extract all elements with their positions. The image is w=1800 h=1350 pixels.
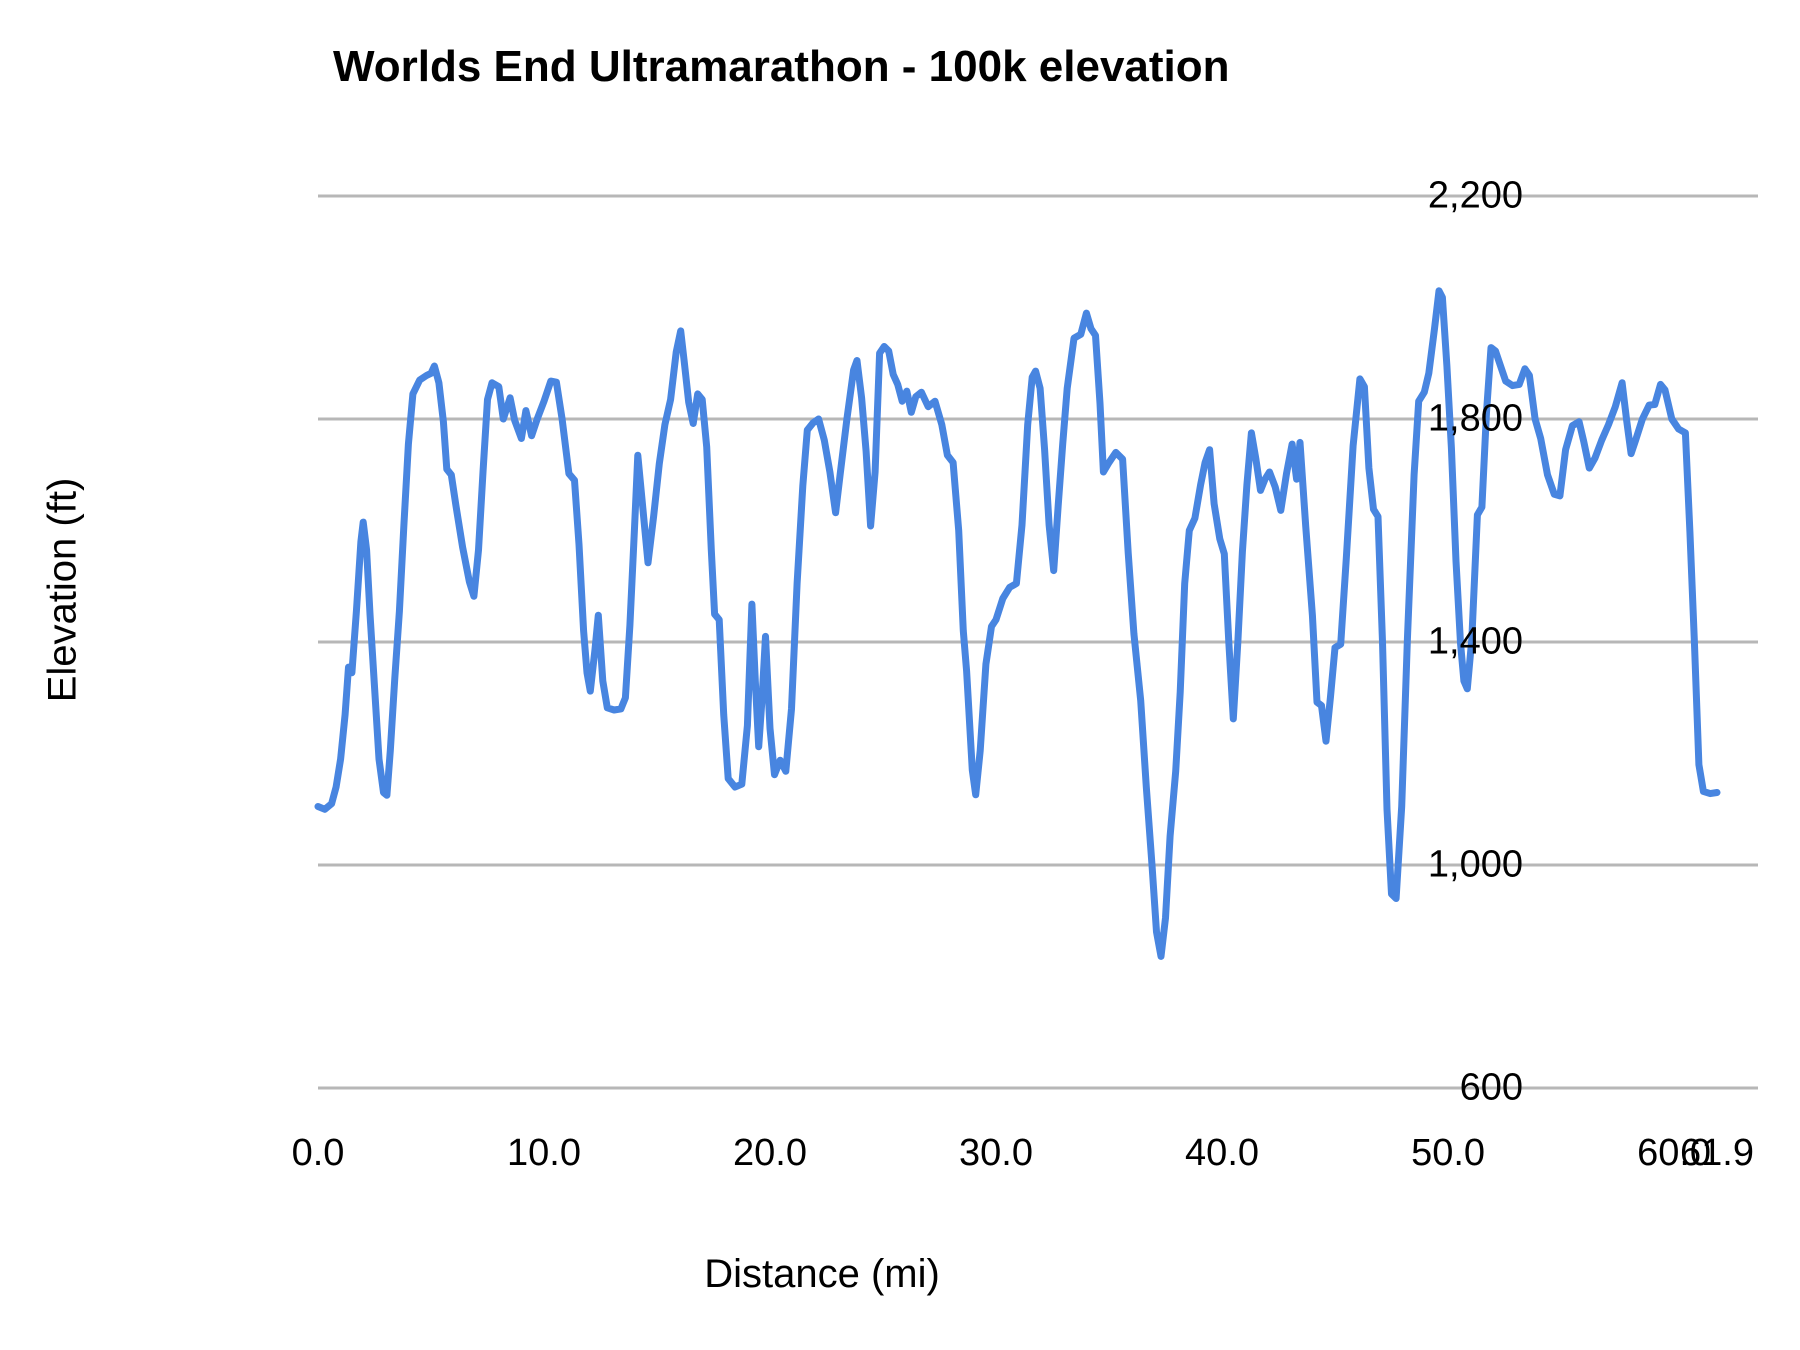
- x-tick-10.0: 10.0: [507, 1132, 581, 1174]
- x-tick-50.0: 50.0: [1411, 1132, 1486, 1174]
- y-tick-2,200: 2,200: [1427, 174, 1523, 217]
- x-tick-30.0: 30.0: [959, 1132, 1033, 1174]
- y-tick-1,000: 1,000: [1427, 843, 1523, 886]
- y-tick-600: 600: [1459, 1066, 1523, 1109]
- x-tick-40.0: 40.0: [1185, 1132, 1260, 1174]
- x-tick-60.0: 60.0: [1637, 1132, 1712, 1174]
- x-tick-0.0: 0.0: [291, 1132, 345, 1174]
- y-tick-1,800: 1,800: [1427, 397, 1523, 440]
- y-tick-1,400: 1,400: [1427, 620, 1523, 663]
- elevation-line: [314, 287, 1721, 960]
- chart-title: Worlds End Ultramarathon - 100k elevatio…: [333, 42, 1230, 91]
- x-tick-61.9: 61.9: [1680, 1132, 1754, 1174]
- x-axis-title: Distance (mi): [704, 1252, 940, 1296]
- x-tick-20.0: 20.0: [733, 1132, 807, 1174]
